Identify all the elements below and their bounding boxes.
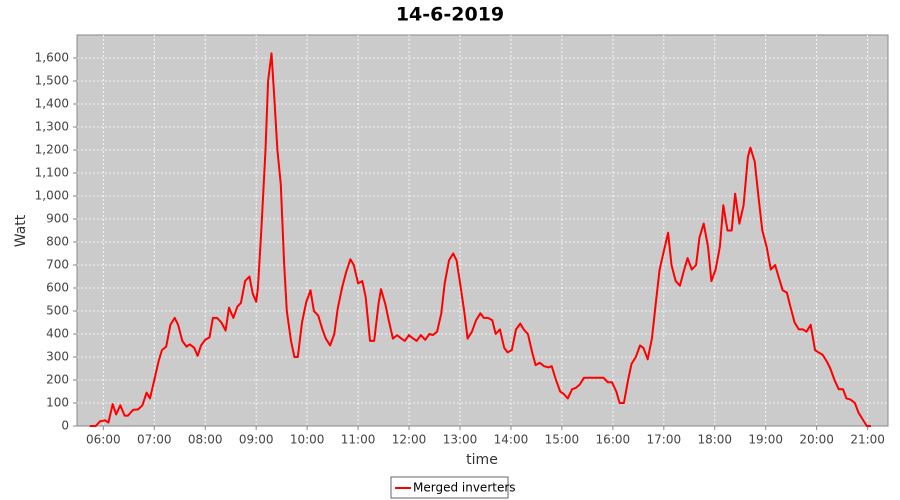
x-tick-label: 12:00 bbox=[392, 433, 427, 447]
x-tick-label: 18:00 bbox=[697, 433, 732, 447]
y-tick-label: 1,400 bbox=[35, 97, 69, 111]
x-tick-label: 16:00 bbox=[596, 433, 631, 447]
x-tick-label: 13:00 bbox=[443, 433, 478, 447]
y-tick-label: 1,300 bbox=[35, 120, 69, 134]
chart-title: 14-6-2019 bbox=[396, 4, 504, 26]
legend-box bbox=[390, 476, 509, 499]
x-tick-label: 14:00 bbox=[494, 433, 529, 447]
y-tick-label: 400 bbox=[46, 327, 69, 341]
x-tick-label: 17:00 bbox=[647, 433, 682, 447]
x-tick-label: 21:00 bbox=[850, 433, 885, 447]
x-tick-label: 19:00 bbox=[748, 433, 783, 447]
y-tick-label: 900 bbox=[46, 212, 69, 226]
y-tick-label: 1,100 bbox=[35, 166, 69, 180]
x-tick-label: 09:00 bbox=[239, 433, 274, 447]
x-axis-label: time bbox=[466, 452, 498, 468]
x-tick-label: 11:00 bbox=[341, 433, 376, 447]
y-tick-label: 600 bbox=[46, 281, 69, 295]
legend-label: Merged inverters bbox=[413, 481, 516, 495]
x-tick-label: 08:00 bbox=[188, 433, 223, 447]
y-tick-label: 100 bbox=[46, 396, 69, 410]
x-tick-label: 20:00 bbox=[799, 433, 834, 447]
y-tick-label: 700 bbox=[46, 258, 69, 272]
y-tick-label: 300 bbox=[46, 350, 69, 364]
y-tick-label: 1,000 bbox=[35, 189, 69, 203]
y-tick-label: 500 bbox=[46, 304, 69, 318]
plot-area bbox=[76, 34, 889, 427]
y-tick-label: 200 bbox=[46, 373, 69, 387]
x-tick-label: 10:00 bbox=[290, 433, 325, 447]
x-tick-label: 06:00 bbox=[86, 433, 121, 447]
series-line bbox=[89, 52, 871, 427]
y-tick-label: 0 bbox=[61, 419, 69, 433]
y-tick-label: 800 bbox=[46, 235, 69, 249]
y-tick-label: 1,200 bbox=[35, 143, 69, 157]
y-axis-label: Watt bbox=[13, 214, 29, 247]
legend: Merged inverters bbox=[390, 476, 516, 499]
x-tick-label: 07:00 bbox=[137, 433, 172, 447]
y-tick-label: 1,600 bbox=[35, 51, 69, 65]
x-tick-label: 15:00 bbox=[545, 433, 580, 447]
y-tick-label: 1,500 bbox=[35, 74, 69, 88]
